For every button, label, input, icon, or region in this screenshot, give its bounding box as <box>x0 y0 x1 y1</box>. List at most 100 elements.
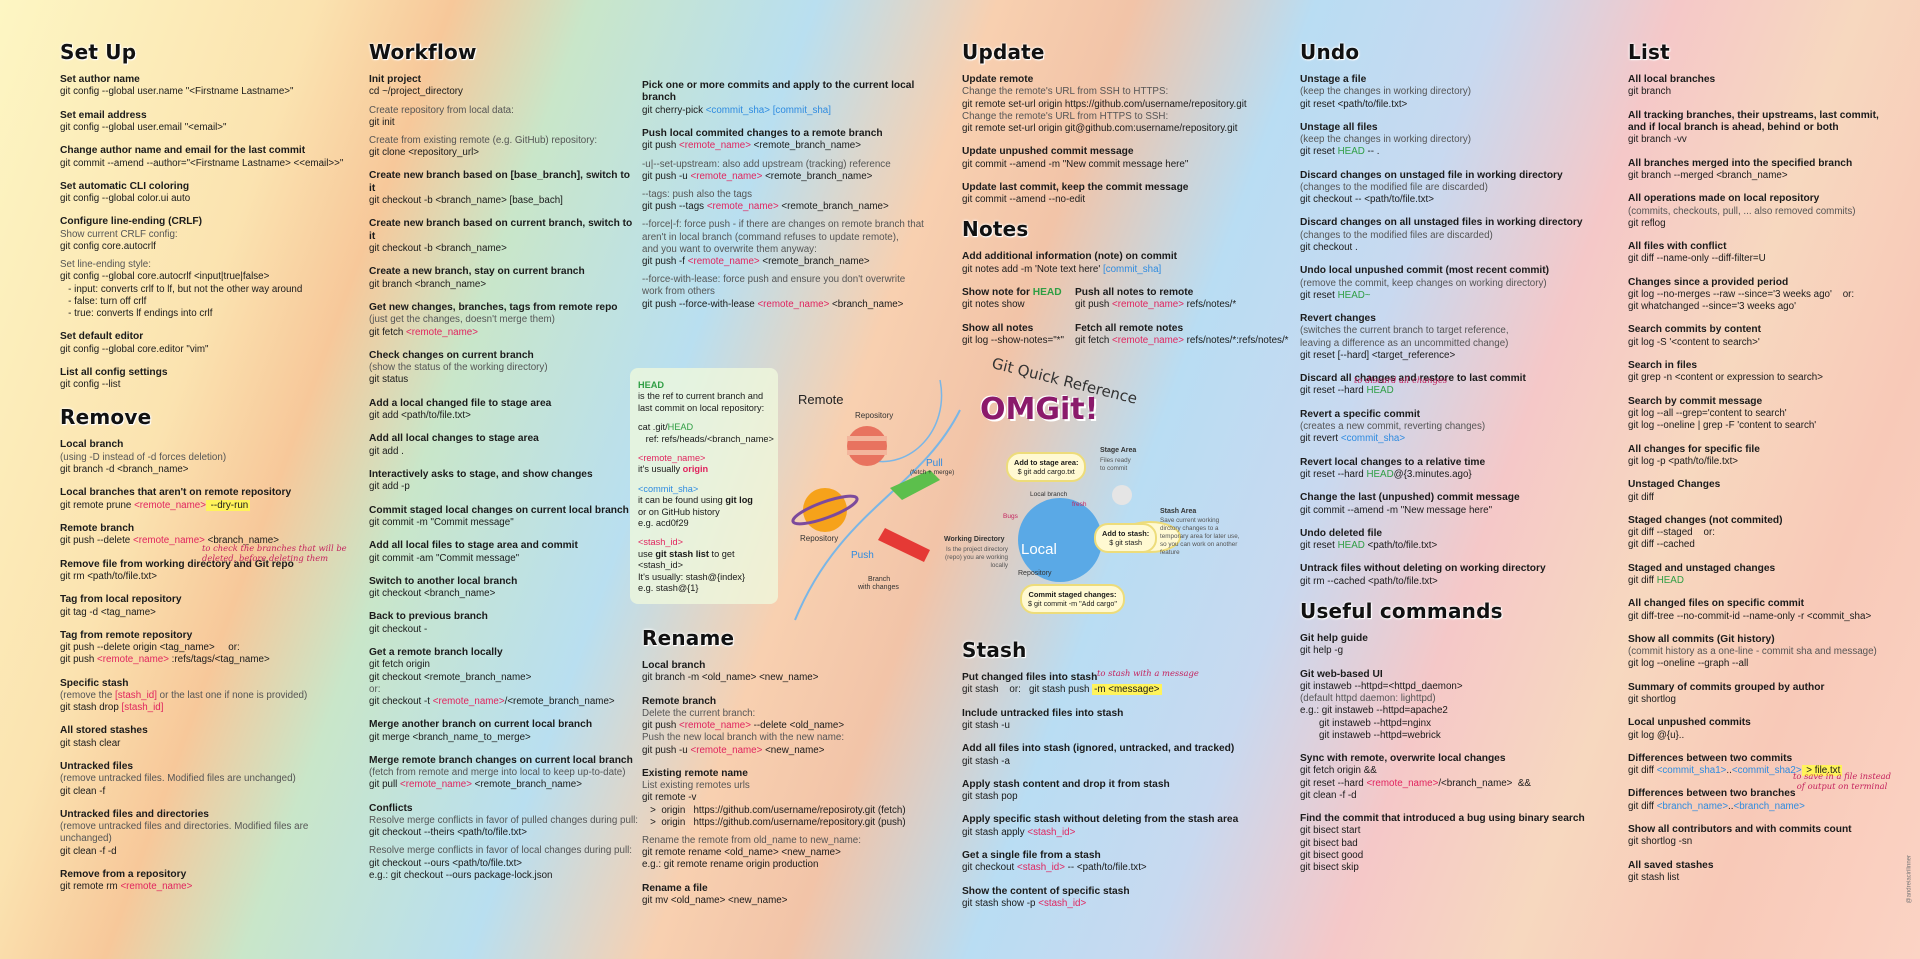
notes-show: Show note for HEAD git notes show <box>962 287 1062 311</box>
description-line: or: <box>369 683 381 695</box>
item-title: Create new branch based on current branc… <box>369 218 633 242</box>
command-line: git push -u <remote_name> <new_name> <box>642 744 825 756</box>
item-title: All local branches <box>1628 74 1716 85</box>
description-line: work from others <box>642 286 715 298</box>
remove-item: Untracked files (remove untracked files. … <box>60 761 360 798</box>
description-line: (keep the changes in working directory) <box>1300 134 1471 146</box>
update-item: Update last commit, keep the commit mess… <box>962 182 1292 207</box>
notes-show-all: Show all notes git log --show-notes="*" <box>962 322 1064 347</box>
item-title: Summary of commits grouped by author <box>1628 681 1825 693</box>
item-title: All changed files on specific commit <box>1628 598 1805 610</box>
credit: @andreiacirilinner <box>1906 855 1912 904</box>
item-title: Undo local unpushed commit (most recent … <box>1300 265 1550 277</box>
rename-item: Remote branch Delete the current branch: g… <box>642 696 942 757</box>
column-list: List All local branches git branch All tra… <box>1628 40 1913 895</box>
workflow-item: Merge another branch on current local br… <box>369 719 639 744</box>
item-title: Discard changes on all unstaged files in… <box>1300 217 1583 229</box>
moon-icon <box>1112 485 1132 505</box>
section-title-setup: Set Up <box>60 40 137 64</box>
command-line: git checkout -b <branch_name> [base_bach… <box>369 195 563 207</box>
command-line: git cherry-pick <commit_sha> [commit_sha… <box>642 104 831 116</box>
command-line: - input: converts crlf to lf, but not th… <box>60 283 303 295</box>
item-title: Change the last (unpushed) commit messag… <box>1300 492 1520 504</box>
section-remove: Local branch (using -D instead of -d forc… <box>60 439 360 893</box>
notes-row-1: Show note for HEAD git notes show Push a… <box>962 287 1292 323</box>
command-line: git stash clear <box>60 737 121 749</box>
command-line: git mv <old_name> <new_name> <box>642 895 788 907</box>
command-line: git whatchanged --since='3 weeks ago' <box>1628 301 1796 313</box>
item-title: Merge another branch on current local br… <box>369 719 593 731</box>
useful-item: Git help guide git help -g <box>1300 633 1630 658</box>
command-line: git reset --hard <remote_name>/<branch_n… <box>1300 777 1531 789</box>
command-line: git branch -m <old_name> <new_name> <box>642 672 819 684</box>
item-title: Set author name <box>60 74 140 85</box>
setup-item: Set automatic CLI coloring git config --g… <box>60 181 360 206</box>
undo-item: Revert changes (switches the current bran… <box>1300 313 1630 362</box>
planet-saturn-icon <box>803 488 847 532</box>
command-line: git reset <path/to/file.txt> <box>1300 98 1408 110</box>
item-title: Undo deleted file <box>1300 527 1383 539</box>
section-setup: Set author name git config --global user.… <box>60 74 360 391</box>
item-title: Include untracked files into stash <box>962 707 1124 719</box>
command-line: git clean -f <box>60 785 106 797</box>
command-line: git commit -m "Commit message" <box>369 516 514 528</box>
notes-push: Push all notes to remote git push <remot… <box>1075 287 1237 311</box>
section-stash: Put changed files into stash git stash or… <box>962 672 1292 910</box>
description-line: -u|--set-upstream: also add upstream (tr… <box>642 158 891 170</box>
command-line: git bisect skip <box>1300 862 1359 873</box>
stash-item: Add all files into stash (ignored, untra… <box>962 743 1292 768</box>
stash-item: Show the content of specific stash git st… <box>962 886 1292 911</box>
command-line: git instaweb --httpd=nginx <box>1300 717 1431 729</box>
workflow-item: Init project cd ~/project_directory Creat… <box>369 74 639 159</box>
command-line: git push --delete <remote_name> <branch_… <box>60 535 279 547</box>
col3-item: Pick one or more commits and apply to th… <box>642 80 942 117</box>
list-item: All changed files on specific commit git … <box>1628 598 1913 623</box>
remove-item: Untracked files and directories (remove u… <box>60 809 360 858</box>
item-title: Local branch <box>642 660 706 671</box>
command-line: git stash pop <box>962 791 1018 803</box>
column-stash: Stash Put changed files into stash git st… <box>962 638 1292 921</box>
item-title: Search by commit message <box>1628 395 1763 407</box>
remove-item: Local branch (using -D instead of -d forc… <box>60 439 360 476</box>
item-title: Check changes on current branch <box>369 349 534 361</box>
item-title: Git web-based UI <box>1300 668 1383 680</box>
command-line: git branch <branch_name> <box>369 278 487 290</box>
remove-item: Remote branch git push --delete <remote_n… <box>60 523 360 548</box>
item-title: Put changed files into stash <box>962 672 1098 683</box>
command-line: git push <remote_name> <remote_branch_na… <box>642 140 861 152</box>
setup-item: List all config settings git config --lis… <box>60 367 360 392</box>
command-line: > origin https://github.com/username/rep… <box>642 816 906 828</box>
description-line: Resolve merge conflicts in favor of pull… <box>369 815 639 826</box>
description-line: leaving a difference as an uncommitted c… <box>1300 337 1509 349</box>
workflow-item: Add a local changed file to stage area gi… <box>369 398 639 423</box>
label-branch-sub: with changes <box>858 584 899 591</box>
command-line: git diff <commit_sha1>..<commit_sha2> > … <box>1628 765 1843 777</box>
label-working-desc: Is the project directory (repo) you are … <box>945 546 1008 569</box>
remove-item: Local branches that aren't on remote rep… <box>60 487 360 512</box>
item-title: Update unpushed commit message <box>962 146 1134 158</box>
connector-path <box>794 409 961 621</box>
column-workflow: Workflow Init project cd ~/project_direct… <box>369 40 639 893</box>
description-line: aren't in local branch (command refuses … <box>642 231 899 243</box>
command-line: git stash -u <box>962 720 1010 732</box>
command-line: - false: turn off crlf <box>60 295 147 307</box>
command-line: git config core.autocrlf <box>60 241 156 253</box>
command-line: git reset HEAD -- . <box>1300 146 1380 158</box>
command-line: git stash list <box>1628 872 1680 884</box>
item-title: Revert changes <box>1300 313 1376 325</box>
item-title: Add all local files to stage area and co… <box>369 540 578 552</box>
command-line: git push --delete origin <tag_name> or: <box>60 642 240 654</box>
command-line: git commit -am "Commit message" <box>369 552 520 564</box>
label-fresh: fresh <box>1072 501 1087 508</box>
section-title-useful: Useful commands <box>1300 598 1503 623</box>
command-line: git checkout -- <path/to/file.txt> <box>1300 194 1434 206</box>
command-line: git shortlog <box>1628 693 1676 705</box>
bubble-add-stash: Add to stash: $ git stash <box>1094 523 1158 553</box>
label-remote: Remote <box>798 392 844 407</box>
section-rename: Local branch git branch -m <old_name> <ne… <box>642 660 942 907</box>
item-title: Remote branch <box>642 695 717 707</box>
command-line: git clean -f -d <box>1300 789 1357 801</box>
workflow-item: Add all local changes to stage area git a… <box>369 433 639 458</box>
description-line: Change the remote's URL from HTTPS to SS… <box>962 110 1169 122</box>
description-line: (remove the commit, keep changes on work… <box>1300 277 1547 289</box>
